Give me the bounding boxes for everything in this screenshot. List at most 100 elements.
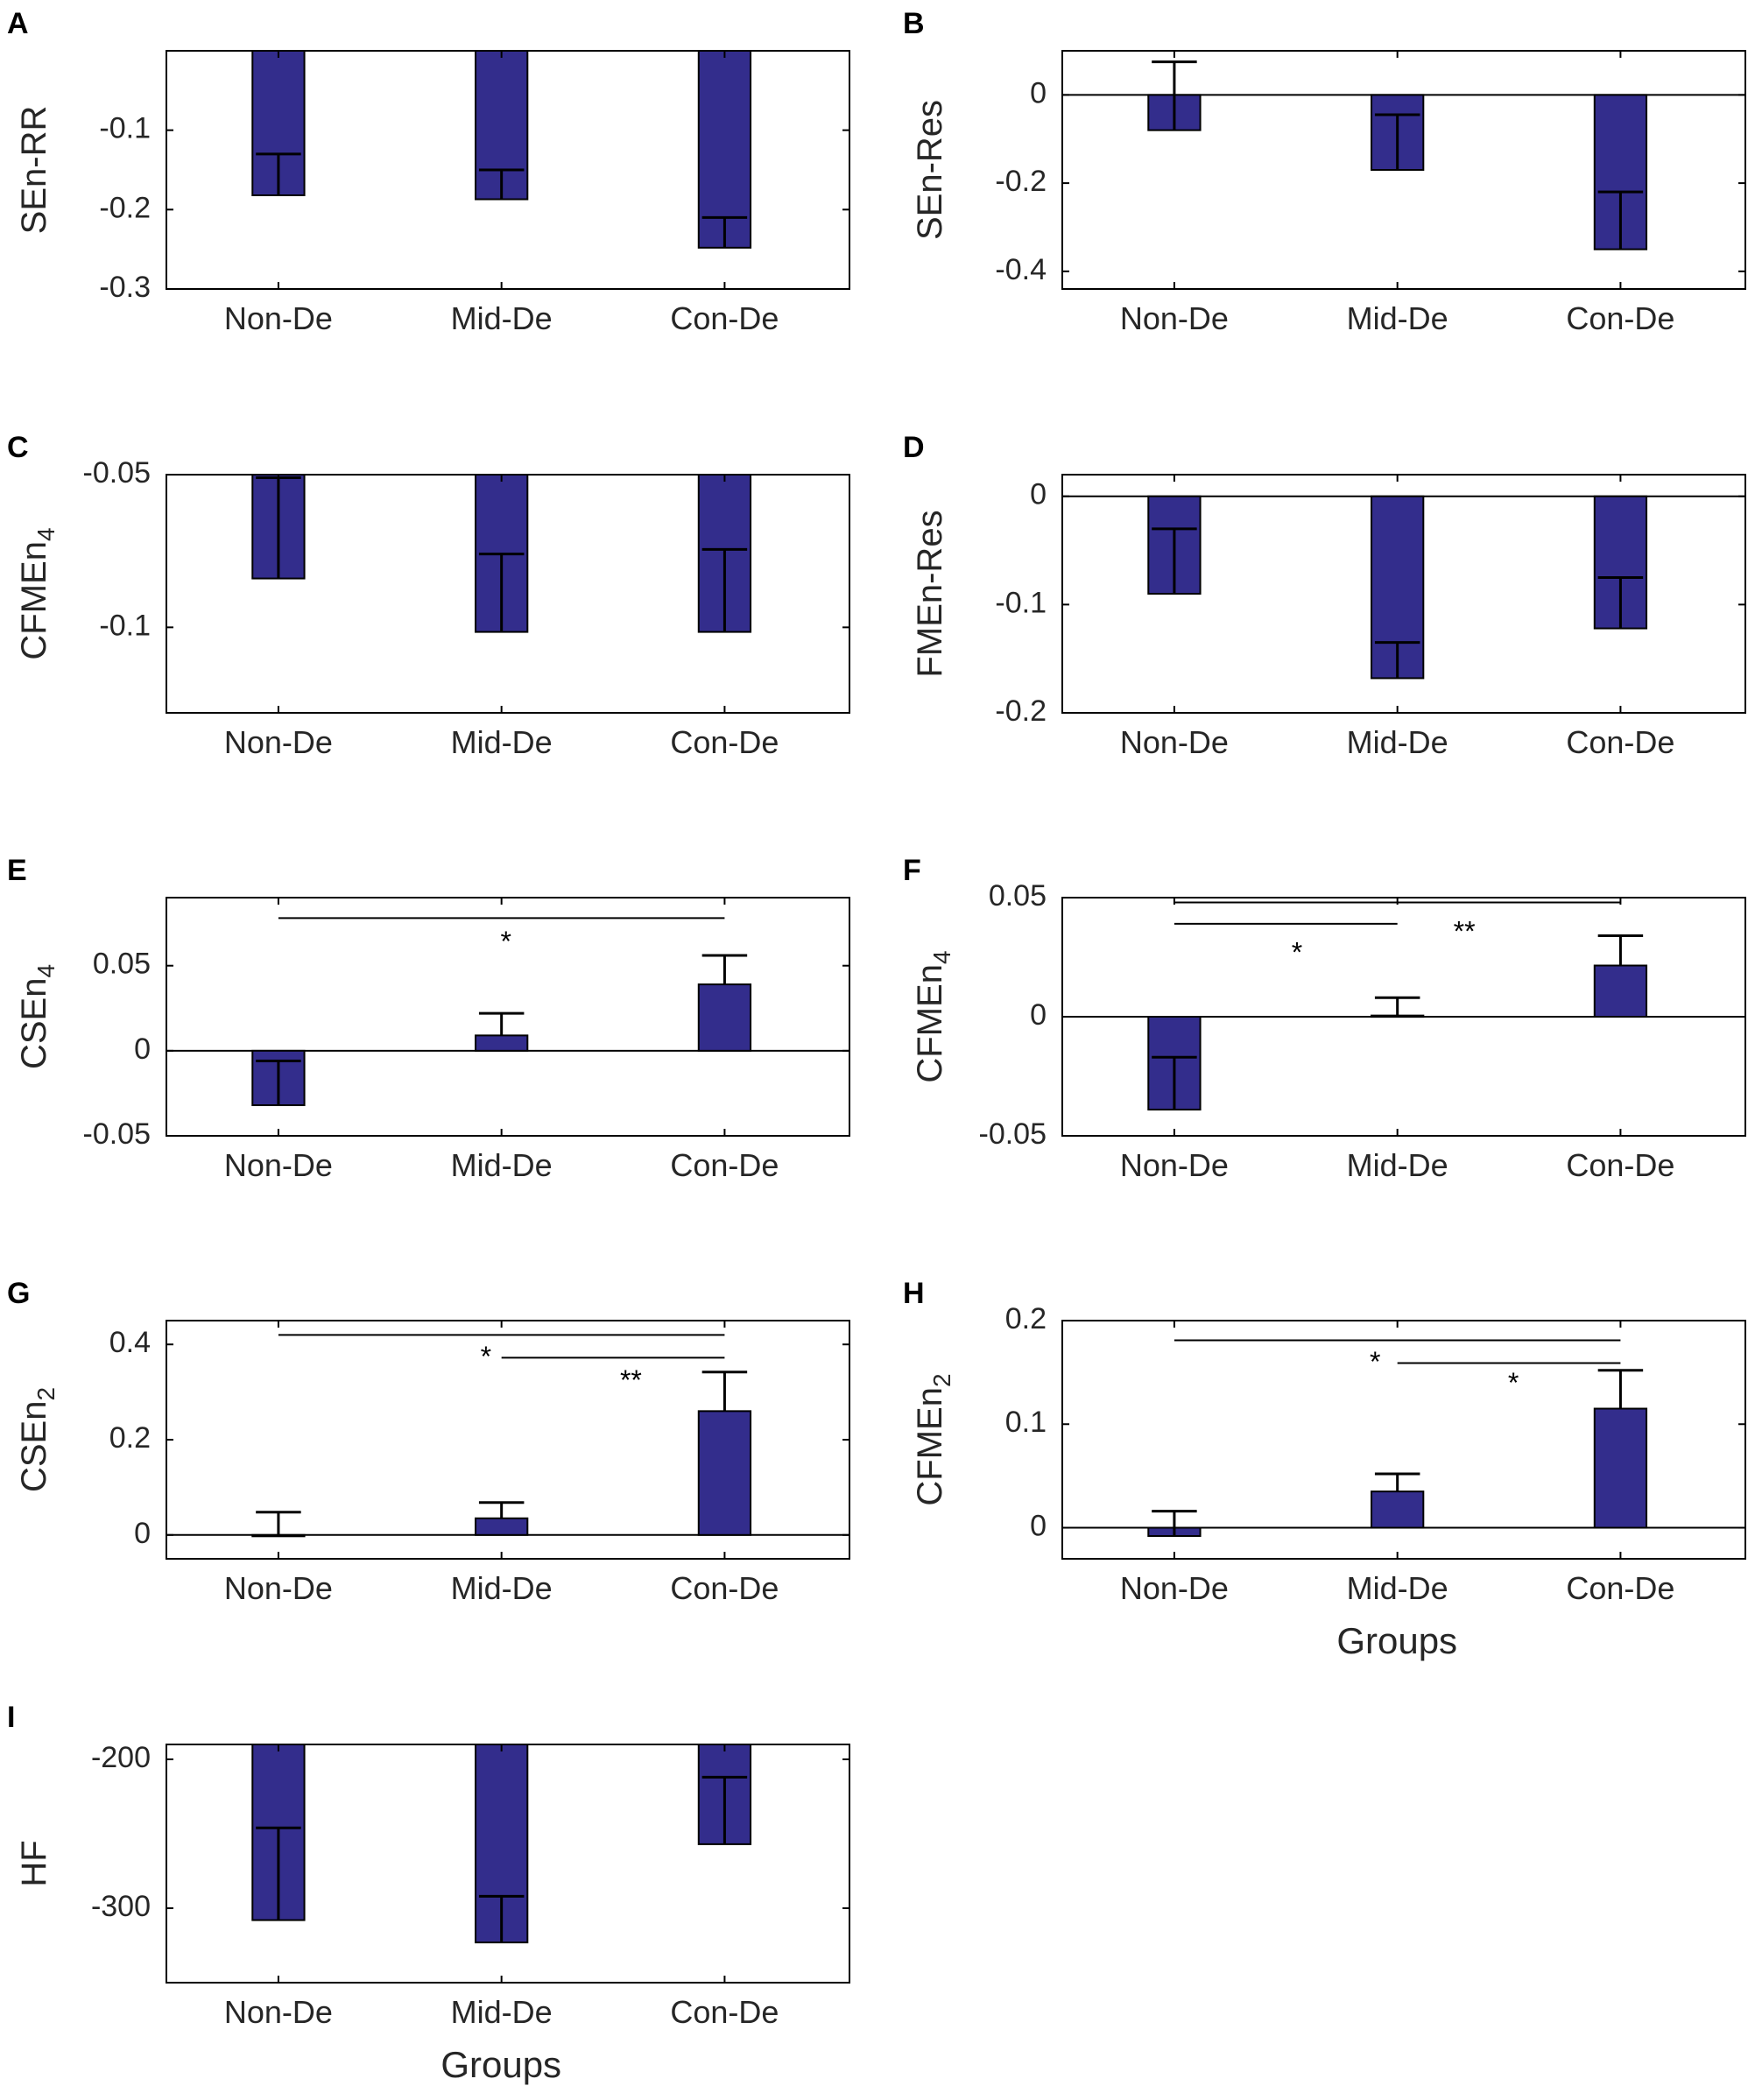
y-tick-label: 0 [1030, 478, 1047, 511]
y-axis-label-f: CFMEn4 [911, 950, 955, 1082]
axes-box-d [1061, 474, 1746, 714]
y-axis-label-d: FMEn-Res [911, 510, 949, 677]
x-tick-label: Mid-De [451, 1994, 553, 2030]
y-tick-label: 0.2 [1005, 1302, 1047, 1335]
y-axis-label-text: SEn-Res [911, 100, 949, 240]
y-axis-label-text: FMEn-Res [911, 510, 949, 677]
y-axis-label-e: CSEn4 [15, 964, 60, 1069]
x-tick-label: Mid-De [1347, 1570, 1448, 1606]
x-tick-label: Con-De [670, 1147, 779, 1183]
y-tick-label: -0.3 [99, 271, 151, 304]
x-tick-label: Con-De [1566, 300, 1674, 336]
y-axis-label-text: CSEn [15, 978, 53, 1070]
axes-box-e [166, 897, 850, 1137]
y-tick-label: -200 [91, 1741, 151, 1774]
y-axis-label-c: CFMEn4 [15, 527, 60, 659]
y-tick-label: -0.1 [995, 586, 1047, 619]
x-tick-label: Non-De [224, 1994, 333, 2030]
y-tick-label: 0 [1030, 1510, 1047, 1543]
bar-g-1 [475, 1517, 529, 1536]
axes-box-c [166, 474, 850, 714]
bar-h-1 [1371, 1490, 1425, 1529]
sig-label-f-1: * [1292, 937, 1302, 969]
bar-e-1 [475, 1034, 529, 1052]
panel-label-g: G [7, 1277, 30, 1310]
panel-label-c: C [7, 431, 29, 464]
x-tick-label: Mid-De [1347, 300, 1448, 336]
axes-box-b [1061, 50, 1746, 290]
y-axis-label-i: HF [15, 1840, 53, 1886]
y-axis-label-subscript: 4 [32, 964, 60, 978]
x-tick-label: Mid-De [451, 300, 553, 336]
sig-label-g-1: ** [620, 1364, 642, 1396]
bar-g-2 [697, 1410, 752, 1536]
x-tick-label: Non-De [1120, 724, 1229, 760]
y-axis-label-a: SEn-RR [15, 106, 53, 235]
y-tick-label: -0.4 [995, 253, 1047, 286]
y-tick-label: 0.4 [109, 1326, 151, 1359]
x-tick-label: Non-De [224, 1147, 333, 1183]
y-axis-label-text: CFMEn [911, 964, 949, 1083]
x-tick-label: Non-De [224, 300, 333, 336]
y-tick-label: 0.2 [109, 1421, 151, 1455]
bar-f-2 [1593, 964, 1648, 1018]
panel-label-e: E [7, 854, 27, 887]
y-axis-label-text: CFMEn [911, 1387, 949, 1506]
x-tick-label: Non-De [1120, 1570, 1229, 1606]
x-tick-label: Mid-De [451, 1147, 553, 1183]
y-axis-label-subscript: 2 [928, 1373, 955, 1387]
bar-e-2 [697, 983, 752, 1052]
y-tick-label: 0 [1030, 76, 1047, 109]
y-tick-label: -0.05 [83, 456, 152, 490]
x-tick-label: Mid-De [451, 724, 553, 760]
y-tick-label: -0.05 [83, 1117, 152, 1151]
axes-box-h [1061, 1320, 1746, 1560]
panel-label-i: I [7, 1701, 15, 1734]
y-tick-label: -0.2 [99, 191, 151, 224]
y-tick-label: -0.2 [995, 694, 1047, 728]
y-tick-label: -0.1 [99, 112, 151, 145]
sig-label-f-0: ** [1454, 915, 1476, 947]
x-tick-label: Mid-De [1347, 1147, 1448, 1183]
x-tick-label: Con-De [670, 724, 779, 760]
bar-f-1 [1371, 1014, 1425, 1018]
axes-box-i [166, 1744, 850, 1984]
x-tick-label: Non-De [224, 1570, 333, 1606]
y-axis-label-text: CFMEn [15, 541, 53, 660]
y-tick-label: -300 [91, 1890, 151, 1923]
y-tick-label: 0.05 [93, 948, 151, 981]
y-tick-label: 0 [1030, 998, 1047, 1032]
bar-h-2 [1593, 1407, 1648, 1529]
x-tick-label: Con-De [670, 300, 779, 336]
axes-box-a [166, 50, 850, 290]
panel-label-d: D [903, 431, 925, 464]
y-tick-label: 0.05 [989, 879, 1047, 913]
x-tick-label: Con-De [670, 1994, 779, 2030]
x-tick-label: Con-De [670, 1570, 779, 1606]
panel-label-h: H [903, 1277, 925, 1310]
y-tick-label: 0 [134, 1517, 151, 1550]
x-axis-label-h: Groups [1336, 1620, 1457, 1661]
y-tick-label: -0.1 [99, 609, 151, 642]
x-tick-label: Mid-De [1347, 724, 1448, 760]
x-tick-label: Con-De [1566, 1147, 1674, 1183]
x-axis-label-i: Groups [441, 2044, 561, 2085]
y-tick-label: 0 [134, 1032, 151, 1066]
sig-label-h-0: * [1370, 1346, 1380, 1378]
sig-label-h-1: * [1508, 1367, 1519, 1399]
y-axis-label-text: SEn-RR [15, 106, 53, 235]
y-tick-label: 0.1 [1005, 1406, 1047, 1439]
y-tick-label: -0.05 [979, 1117, 1047, 1151]
y-axis-label-g: CSEn2 [15, 1387, 60, 1492]
panel-label-b: B [903, 7, 925, 40]
y-axis-label-subscript: 4 [32, 527, 60, 541]
y-axis-label-text: CSEn [15, 1401, 53, 1493]
x-tick-label: Non-De [1120, 1147, 1229, 1183]
x-tick-label: Mid-De [451, 1570, 553, 1606]
x-tick-label: Con-De [1566, 1570, 1674, 1606]
y-axis-label-text: HF [15, 1840, 53, 1886]
x-tick-label: Con-De [1566, 724, 1674, 760]
panel-label-a: A [7, 7, 29, 40]
y-axis-label-h: CFMEn2 [911, 1373, 955, 1505]
